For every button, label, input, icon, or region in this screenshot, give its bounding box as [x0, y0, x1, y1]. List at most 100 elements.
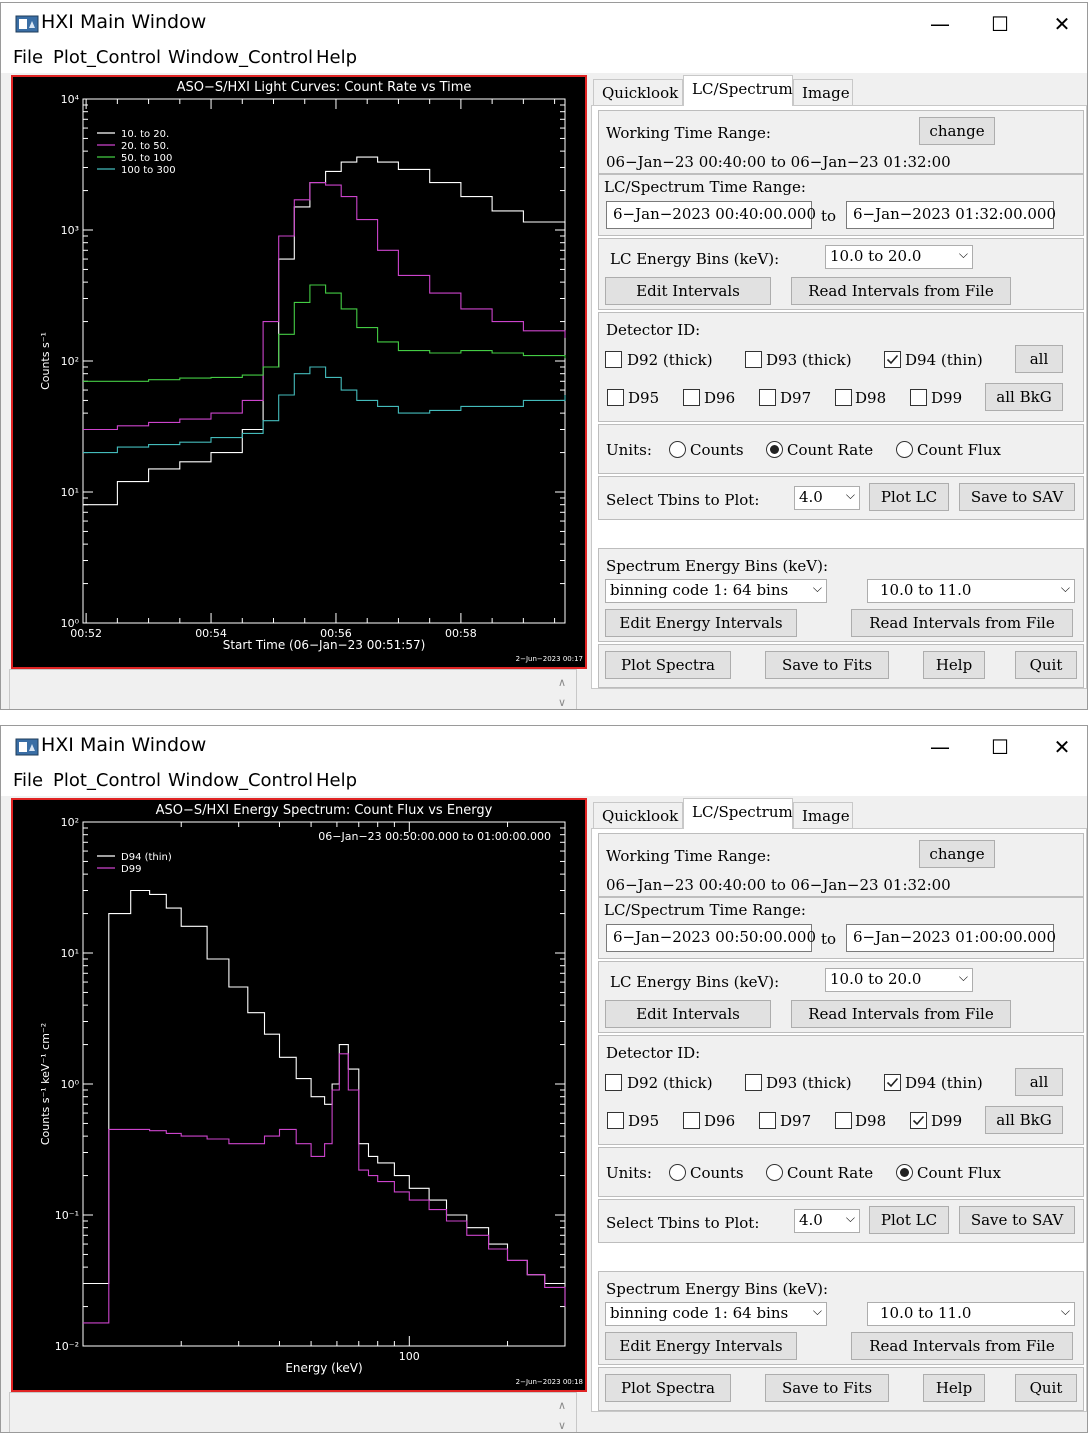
lc-spectrum-time-group: LC/Spectrum Time Range: 6−Jan−2023 00:50…: [598, 897, 1084, 959]
menu-window-control[interactable]: Window_Control: [168, 47, 314, 68]
change-button[interactable]: change: [919, 117, 995, 145]
menu-help[interactable]: Help: [316, 47, 358, 68]
maximize-button[interactable]: ☐: [991, 12, 1009, 36]
spectrum-energy-select[interactable]: 10.0 to 11.0 ⌵: [867, 579, 1075, 603]
spectrum-energy-select[interactable]: 10.0 to 11.0 ⌵: [867, 1302, 1075, 1326]
all-bkg-button[interactable]: all BkG: [985, 383, 1063, 411]
read-intervals-button[interactable]: Read Intervals from File: [791, 1000, 1011, 1028]
menu-file[interactable]: File: [13, 47, 44, 68]
checkbox-d94[interactable]: [884, 351, 901, 368]
maximize-button[interactable]: ☐: [991, 735, 1009, 759]
tab-quicklook[interactable]: Quicklook: [593, 79, 683, 105]
save-to-sav-button[interactable]: Save to SAV: [959, 483, 1075, 511]
edit-intervals-button[interactable]: Edit Intervals: [605, 1000, 771, 1028]
x-tick-label: 00:54: [195, 627, 227, 640]
tab-image[interactable]: Image: [793, 79, 853, 105]
plot-frame: ASO−S/HXI Energy Spectrum: Count Flux vs…: [11, 798, 587, 1392]
radio-count-flux[interactable]: [896, 441, 913, 458]
checkbox-d96[interactable]: [683, 1112, 700, 1129]
checkbox-d93[interactable]: [745, 351, 762, 368]
all-button[interactable]: all: [1015, 345, 1063, 373]
all-bkg-button[interactable]: all BkG: [985, 1106, 1063, 1134]
close-button[interactable]: ✕: [1053, 735, 1071, 759]
save-to-fits-button[interactable]: Save to Fits: [765, 651, 889, 679]
x-tick-label: 00:52: [70, 627, 102, 640]
quit-button[interactable]: Quit: [1015, 651, 1077, 679]
menu-file[interactable]: File: [13, 770, 44, 791]
end-time-field[interactable]: 6−Jan−2023 01:32:00.000: [846, 201, 1056, 229]
hxi-main-window: HXI Main Window — ☐ ✕ File Plot_Control …: [0, 725, 1088, 1433]
radio-counts[interactable]: [669, 1164, 686, 1181]
radio-count-flux[interactable]: [896, 1164, 913, 1181]
message-scrollbar[interactable]: ∧ ∨: [557, 1399, 567, 1432]
plot-lc-button[interactable]: Plot LC: [869, 483, 949, 511]
checkbox-d95[interactable]: [607, 389, 624, 406]
radio-count-rate[interactable]: [766, 1164, 783, 1181]
save-to-fits-button[interactable]: Save to Fits: [765, 1374, 889, 1402]
tab-lc-spectrum[interactable]: LC/Spectrum: [683, 75, 793, 106]
checkbox-d93[interactable]: [745, 1074, 762, 1091]
start-time-field[interactable]: 6−Jan−2023 00:40:00.000: [606, 201, 816, 229]
menu-window-control[interactable]: Window_Control: [168, 770, 314, 791]
tab-lc-spectrum[interactable]: LC/Spectrum: [683, 798, 793, 829]
lc-energy-select[interactable]: 10.0 to 20.0 ⌵: [825, 968, 973, 992]
tab-quicklook[interactable]: Quicklook: [593, 802, 683, 828]
checkbox-d94[interactable]: [884, 1074, 901, 1091]
all-button[interactable]: all: [1015, 1068, 1063, 1096]
spectrum-energy-value: 10.0 to 11.0: [880, 1304, 972, 1322]
label-d99: D99: [931, 1112, 963, 1130]
tbins-select[interactable]: 4.0 ⌵: [794, 486, 860, 510]
quit-button[interactable]: Quit: [1015, 1374, 1077, 1402]
read-intervals-from-file-button[interactable]: Read Intervals from File: [851, 609, 1073, 637]
binning-select[interactable]: binning code 1: 64 bins ⌵: [605, 579, 827, 603]
minimize-button[interactable]: —: [930, 735, 950, 759]
start-time-field[interactable]: 6−Jan−2023 00:50:00.000: [606, 924, 816, 952]
read-intervals-from-file-button[interactable]: Read Intervals from File: [851, 1332, 1073, 1360]
lc-energy-value: 10.0 to 20.0: [830, 247, 922, 265]
checkbox-d97[interactable]: [759, 1112, 776, 1129]
tbins-label: Select Tbins to Plot:: [606, 1214, 760, 1232]
plot-lc-button[interactable]: Plot LC: [869, 1206, 949, 1234]
menu-plot-control[interactable]: Plot_Control: [53, 770, 161, 791]
checkbox-d96[interactable]: [683, 389, 700, 406]
lc-energy-select[interactable]: 10.0 to 20.0 ⌵: [825, 245, 973, 269]
label-d97: D97: [780, 1112, 812, 1130]
tbins-select[interactable]: 4.0 ⌵: [794, 1209, 860, 1233]
checkbox-d99[interactable]: [910, 1112, 927, 1129]
help-button[interactable]: Help: [923, 651, 985, 679]
menu-plot-control[interactable]: Plot_Control: [53, 47, 161, 68]
x-tick-label: 00:56: [320, 627, 352, 640]
radio-counts[interactable]: [669, 441, 686, 458]
checkbox-d99[interactable]: [910, 389, 927, 406]
hxi-main-window: HXI Main Window — ☐ ✕ File Plot_Control …: [0, 2, 1088, 710]
detector-group: Detector ID: D92 (thick) D93 (thick) D94…: [598, 312, 1084, 422]
binning-select[interactable]: binning code 1: 64 bins ⌵: [605, 1302, 827, 1326]
tab-image[interactable]: Image: [793, 802, 853, 828]
close-button[interactable]: ✕: [1053, 12, 1071, 36]
checkbox-d92[interactable]: [605, 1074, 622, 1091]
plot-spectra-button[interactable]: Plot Spectra: [605, 1374, 731, 1402]
read-intervals-button[interactable]: Read Intervals from File: [791, 277, 1011, 305]
chevron-down-icon: ⌵: [812, 1304, 822, 1318]
edit-energy-intervals-button[interactable]: Edit Energy Intervals: [605, 609, 797, 637]
radio-count-rate[interactable]: [766, 441, 783, 458]
units-group: Units: Counts Count Rate Count Flux: [598, 1147, 1084, 1197]
label-counts: Counts: [690, 1164, 744, 1182]
help-button[interactable]: Help: [923, 1374, 985, 1402]
checkbox-d98[interactable]: [835, 389, 852, 406]
edit-intervals-button[interactable]: Edit Intervals: [605, 277, 771, 305]
message-scrollbar[interactable]: ∧ ∨: [557, 676, 567, 709]
tbins-label: Select Tbins to Plot:: [606, 491, 760, 509]
end-time-field[interactable]: 6−Jan−2023 01:00:00.000: [846, 924, 1056, 952]
edit-energy-intervals-button[interactable]: Edit Energy Intervals: [605, 1332, 797, 1360]
checkbox-d95[interactable]: [607, 1112, 624, 1129]
legend-label: 20. to 50.: [121, 141, 169, 152]
change-button[interactable]: change: [919, 840, 995, 868]
checkbox-d98[interactable]: [835, 1112, 852, 1129]
plot-spectra-button[interactable]: Plot Spectra: [605, 651, 731, 679]
menu-help[interactable]: Help: [316, 770, 358, 791]
save-to-sav-button[interactable]: Save to SAV: [959, 1206, 1075, 1234]
minimize-button[interactable]: —: [930, 12, 950, 36]
checkbox-d92[interactable]: [605, 351, 622, 368]
checkbox-d97[interactable]: [759, 389, 776, 406]
